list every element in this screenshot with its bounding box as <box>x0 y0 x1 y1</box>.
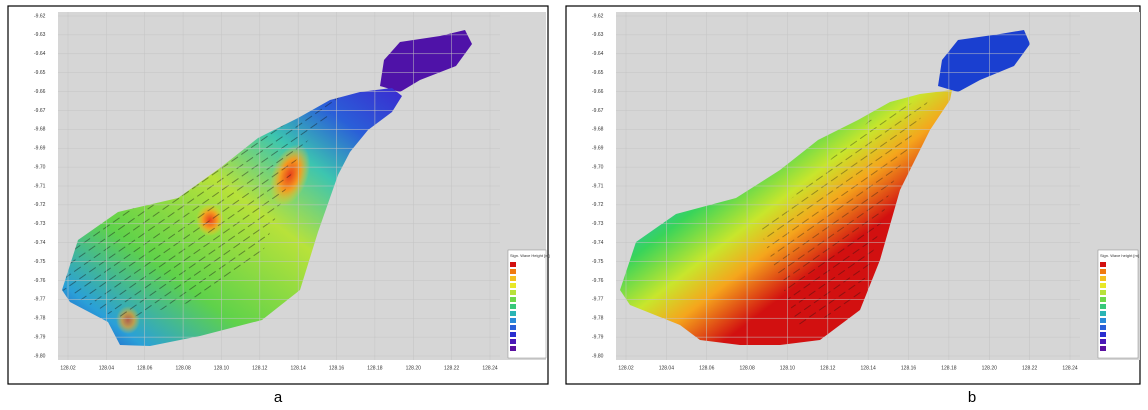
x-tick-label: 128.14 <box>291 365 307 371</box>
y-tick-label: -9.69 <box>34 146 46 152</box>
x-tick-label: 128.10 <box>780 365 796 371</box>
x-tick-label: 128.16 <box>901 365 917 371</box>
y-tick-label: -9.66 <box>34 89 46 95</box>
y-tick-label: -9.69 <box>592 146 604 152</box>
legend-swatch <box>510 283 516 288</box>
y-tick-label: -9.80 <box>592 353 604 359</box>
map-a <box>62 30 472 346</box>
x-tick-label: 128.20 <box>406 365 422 371</box>
legend-swatch <box>510 311 516 316</box>
y-tick-label: -9.71 <box>34 183 46 189</box>
y-tick-label: -9.65 <box>592 70 604 76</box>
y-tick-label: -9.76 <box>592 278 604 284</box>
legend-swatch <box>510 332 516 337</box>
map-b <box>620 30 1030 345</box>
y-tick-label: -9.73 <box>34 221 46 227</box>
legend-swatch <box>510 325 516 330</box>
legend-swatch <box>510 318 516 323</box>
x-tick-label: 128.08 <box>175 365 191 371</box>
x-tick-label: 128.24 <box>1062 365 1078 371</box>
y-tick-label: -9.65 <box>34 70 46 76</box>
y-tick-label: -9.79 <box>34 334 46 340</box>
y-tick-label: -9.74 <box>592 240 604 246</box>
y-tick-label: -9.75 <box>34 259 46 265</box>
y-tick-label: -9.72 <box>592 202 604 208</box>
y-tick-label: -9.63 <box>592 32 604 38</box>
x-tick-label: 128.12 <box>820 365 836 371</box>
y-tick-label: -9.64 <box>592 51 604 57</box>
x-tick-label: 128.06 <box>137 365 153 371</box>
legend-swatch <box>510 297 516 302</box>
x-tick-label: 128.06 <box>699 365 715 371</box>
x-tick-label: 128.04 <box>99 365 115 371</box>
legend-swatch <box>1100 297 1106 302</box>
x-tick-label: 128.16 <box>329 365 345 371</box>
x-tick-label: 128.18 <box>367 365 383 371</box>
y-tick-label: -9.72 <box>34 202 46 208</box>
legend-swatch <box>1100 332 1106 337</box>
y-tick-label: -9.70 <box>34 164 46 170</box>
legend-swatch <box>510 276 516 281</box>
x-tick-label: 128.22 <box>1022 365 1038 371</box>
y-tick-label: -9.62 <box>34 13 46 19</box>
y-tick-label: -9.80 <box>34 353 46 359</box>
y-tick-label: -9.79 <box>592 334 604 340</box>
legend-swatch <box>1100 276 1106 281</box>
y-tick-label: -9.78 <box>34 316 46 322</box>
x-tick-label: 128.24 <box>482 365 498 371</box>
y-tick-label: -9.63 <box>34 32 46 38</box>
y-tick-label: -9.67 <box>34 108 46 114</box>
x-tick-label: 128.04 <box>659 365 675 371</box>
legend-swatch <box>1100 283 1106 288</box>
y-tick-label: -9.66 <box>592 89 604 95</box>
x-tick-label: 128.08 <box>739 365 755 371</box>
x-tick-label: 128.02 <box>618 365 634 371</box>
legend-swatch <box>510 346 516 351</box>
y-tick-label: -9.78 <box>592 316 604 322</box>
y-tick-label: -9.74 <box>34 240 46 246</box>
legend-title: Sign. Wave height [m] <box>1100 253 1139 258</box>
legend-swatch <box>510 269 516 274</box>
x-tick-label: 128.18 <box>941 365 957 371</box>
legend-swatch <box>1100 346 1106 351</box>
y-tick-label: -9.70 <box>592 164 604 170</box>
legend-swatch <box>1100 262 1106 267</box>
legend-swatch <box>510 304 516 309</box>
x-tick-label: 128.14 <box>861 365 877 371</box>
panel-caption: b <box>968 389 976 406</box>
y-tick-label: -9.62 <box>592 13 604 19</box>
legend-swatch <box>510 290 516 295</box>
y-tick-label: -9.73 <box>592 221 604 227</box>
legend-swatch <box>1100 318 1106 323</box>
y-tick-label: -9.68 <box>34 127 46 133</box>
x-tick-label: 128.20 <box>982 365 998 371</box>
x-tick-label: 128.10 <box>214 365 230 371</box>
legend-swatch <box>1100 290 1106 295</box>
legend-swatch <box>1100 311 1106 316</box>
y-tick-label: -9.77 <box>592 297 604 303</box>
y-tick-label: -9.68 <box>592 127 604 133</box>
x-tick-label: 128.12 <box>252 365 268 371</box>
y-tick-label: -9.67 <box>592 108 604 114</box>
panel-caption: a <box>274 389 283 406</box>
y-tick-label: -9.76 <box>34 278 46 284</box>
legend-swatch <box>1100 269 1106 274</box>
y-tick-label: -9.77 <box>34 297 46 303</box>
legend-swatch <box>1100 325 1106 330</box>
x-tick-label: 128.02 <box>60 365 76 371</box>
legend-swatch <box>1100 304 1106 309</box>
x-tick-label: 128.22 <box>444 365 460 371</box>
y-tick-label: -9.71 <box>592 183 604 189</box>
legend-swatch <box>510 262 516 267</box>
legend-swatch <box>510 339 516 344</box>
legend-swatch <box>1100 339 1106 344</box>
y-tick-label: -9.75 <box>592 259 604 265</box>
legend-title: Sign. Wave Height [m] <box>510 253 550 258</box>
y-tick-label: -9.64 <box>34 51 46 57</box>
